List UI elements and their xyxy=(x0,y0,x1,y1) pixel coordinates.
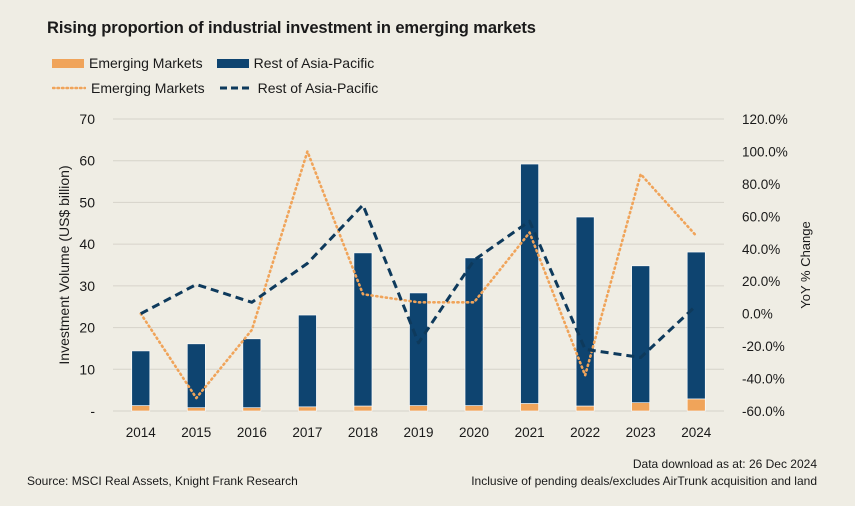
bar-rest-of-asia-pacific xyxy=(575,216,595,407)
y2-tick-label: -20.0% xyxy=(742,339,785,354)
inclusion-note: Inclusive of pending deals/excludes AirT… xyxy=(471,474,817,488)
x-tick-label: 2024 xyxy=(681,425,712,440)
bar-emerging-markets xyxy=(575,405,595,412)
legend-label: Rest of Asia-Pacific xyxy=(253,55,375,71)
bar-rest-of-asia-pacific xyxy=(353,252,373,407)
line-emerging-markets-yoy xyxy=(139,150,698,400)
y-tick-label: - xyxy=(90,403,95,419)
y2-tick-label: 20.0% xyxy=(742,274,780,289)
line-rest-of-asia-pacific-yoy xyxy=(140,203,698,359)
lines xyxy=(139,150,698,400)
bar-emerging-markets xyxy=(131,405,151,412)
legend-item-rest-of-apac-line: Rest of Asia-Pacific xyxy=(219,80,379,96)
legend-label: Rest of Asia-Pacific xyxy=(257,80,379,96)
x-tick-label: 2016 xyxy=(237,425,267,440)
bar-rest-of-asia-pacific xyxy=(464,257,484,406)
legend-swatch-dotted-line xyxy=(52,86,86,90)
bar-emerging-markets xyxy=(298,406,317,412)
x-tick-label: 2017 xyxy=(292,425,322,440)
y-tick-label: 70 xyxy=(79,111,95,127)
legend-lines: Emerging Markets Rest of Asia-Pacific xyxy=(52,78,392,98)
x-tick-label: 2018 xyxy=(348,425,378,440)
y2-tick-label: 100.0% xyxy=(742,144,788,159)
y2-tick-label: 60.0% xyxy=(742,209,780,224)
bar-rest-of-asia-pacific xyxy=(298,314,317,408)
y-tick-label: 30 xyxy=(79,278,95,294)
x-tick-label: 2021 xyxy=(515,425,545,440)
y-tick-label: 60 xyxy=(79,153,95,169)
bar-emerging-markets xyxy=(409,405,428,412)
x-tick-label: 2019 xyxy=(403,425,433,440)
bar-emerging-markets xyxy=(242,407,262,412)
legend-label: Emerging Markets xyxy=(91,80,205,96)
legend-swatch-dashed-line xyxy=(219,86,252,90)
legend-item-emerging-markets-bar: Emerging Markets xyxy=(52,55,203,71)
x-tick-label: 2020 xyxy=(459,425,489,440)
legend-swatch-bar-navy xyxy=(216,58,249,68)
y2-tick-label: -60.0% xyxy=(742,404,785,419)
y-tick-label: 50 xyxy=(79,194,95,210)
legend-swatch-bar-orange xyxy=(52,58,84,68)
legend-bars: Emerging Markets Rest of Asia-Pacific xyxy=(52,53,388,73)
y2-tick-label: 120.0% xyxy=(742,112,788,127)
bar-emerging-markets xyxy=(686,398,706,412)
bar-rest-of-asia-pacific xyxy=(686,251,706,400)
y2-tick-label: 80.0% xyxy=(742,177,780,192)
chart-title: Rising proportion of industrial investme… xyxy=(47,19,536,37)
y2-tick-label: -40.0% xyxy=(742,372,785,387)
x-axis: 2014 2015 2016 2017 2018 2019 2020 2021 2022 2023… xyxy=(126,425,712,440)
y-tick-label: 10 xyxy=(79,361,95,377)
bar-emerging-markets xyxy=(464,405,484,412)
left-axis: - 10 20 30 40 50 60 70 xyxy=(79,111,95,419)
bar-emerging-markets xyxy=(520,403,539,412)
x-tick-label: 2022 xyxy=(570,425,600,440)
y2-tick-label: 40.0% xyxy=(742,242,780,257)
legend-item-rest-of-apac-bar: Rest of Asia-Pacific xyxy=(216,55,375,71)
bar-rest-of-asia-pacific xyxy=(242,338,262,408)
x-tick-label: 2014 xyxy=(126,425,157,440)
x-tick-label: 2015 xyxy=(181,425,211,440)
bar-emerging-markets xyxy=(353,405,373,412)
bar-emerging-markets xyxy=(631,402,650,412)
y2-tick-label: 0.0% xyxy=(742,307,773,322)
source-note: Source: MSCI Real Assets, Knight Frank R… xyxy=(27,474,298,488)
download-date-note: Data download as at: 26 Dec 2024 xyxy=(632,457,817,471)
x-tick-label: 2023 xyxy=(626,425,656,440)
bar-emerging-markets xyxy=(187,407,206,412)
bar-rest-of-asia-pacific xyxy=(631,265,650,403)
bar-rest-of-asia-pacific xyxy=(520,163,539,404)
y2-axis-title: YoY % Change xyxy=(798,221,813,308)
legend-item-emerging-markets-line: Emerging Markets xyxy=(52,80,205,96)
right-axis: -60.0% -40.0% -20.0% 0.0% 20.0% 40.0% 60.0% 80.… xyxy=(742,112,788,419)
y-axis-title: Investment Volume (US$ billion) xyxy=(56,165,72,364)
bar-rest-of-asia-pacific xyxy=(409,292,428,406)
bar-rest-of-asia-pacific xyxy=(131,350,151,406)
footer-notes: Data download as at: 26 Dec 2024 Inclusi… xyxy=(471,456,817,490)
legend-label: Emerging Markets xyxy=(89,55,203,71)
y-tick-label: 20 xyxy=(79,320,95,336)
y-tick-label: 40 xyxy=(79,236,95,252)
